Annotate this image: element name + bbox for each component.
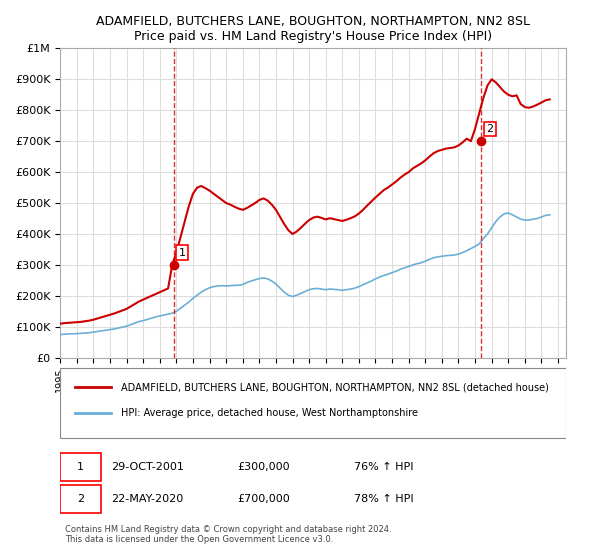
Text: 22-MAY-2020: 22-MAY-2020: [111, 494, 183, 504]
FancyBboxPatch shape: [60, 454, 101, 482]
Text: 1: 1: [179, 248, 185, 258]
FancyBboxPatch shape: [60, 485, 101, 512]
Text: HPI: Average price, detached house, West Northamptonshire: HPI: Average price, detached house, West…: [121, 408, 418, 418]
Text: 2: 2: [487, 124, 493, 134]
Text: £700,000: £700,000: [238, 494, 290, 504]
FancyBboxPatch shape: [60, 368, 566, 438]
Text: £300,000: £300,000: [238, 463, 290, 473]
Text: 2: 2: [77, 494, 84, 504]
Text: 76% ↑ HPI: 76% ↑ HPI: [354, 463, 413, 473]
Text: Contains HM Land Registry data © Crown copyright and database right 2024.
This d: Contains HM Land Registry data © Crown c…: [65, 525, 392, 544]
Title: ADAMFIELD, BUTCHERS LANE, BOUGHTON, NORTHAMPTON, NN2 8SL
Price paid vs. HM Land : ADAMFIELD, BUTCHERS LANE, BOUGHTON, NORT…: [96, 15, 530, 43]
Text: 78% ↑ HPI: 78% ↑ HPI: [354, 494, 413, 504]
Text: 29-OCT-2001: 29-OCT-2001: [111, 463, 184, 473]
Text: ADAMFIELD, BUTCHERS LANE, BOUGHTON, NORTHAMPTON, NN2 8SL (detached house): ADAMFIELD, BUTCHERS LANE, BOUGHTON, NORT…: [121, 382, 549, 393]
Text: 1: 1: [77, 463, 84, 473]
